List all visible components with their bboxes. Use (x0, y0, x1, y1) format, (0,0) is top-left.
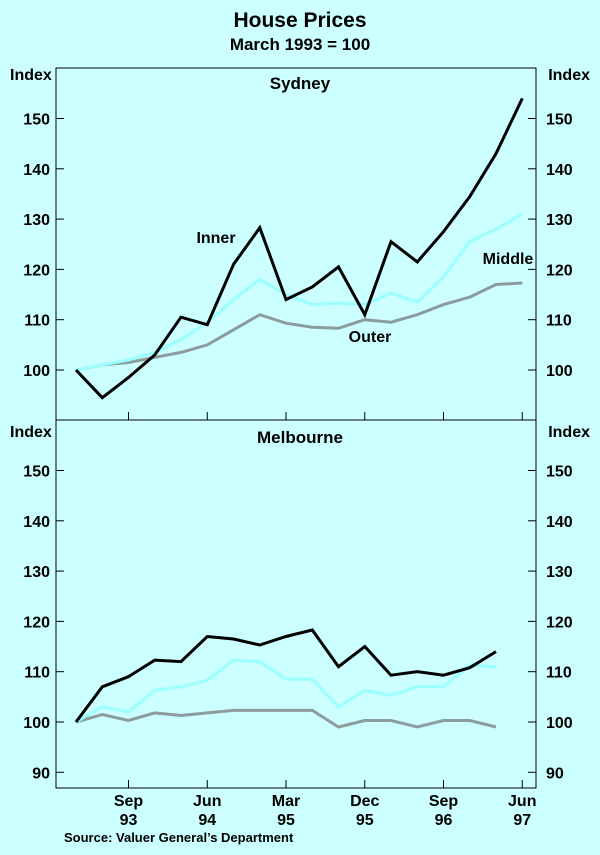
melbourne-ytick-label-left: 150 (23, 464, 50, 481)
melbourne-left-unit-label: Index (10, 424, 52, 441)
chart-marks: 100 100 110 110 120 120 130 130 140 140 150 150 90 90… (23, 97, 573, 829)
melbourne-right-unit-label: Index (548, 424, 590, 441)
xtick-label-month: Sep (429, 793, 459, 810)
melbourne-ytick-label-left: 120 (23, 614, 50, 631)
xtick-label-year: 96 (435, 812, 453, 829)
melbourne-panel-title: Melbourne (257, 428, 343, 447)
sydney-ytick-label-right: 140 (546, 162, 573, 179)
sydney-line-middle (75, 212, 524, 372)
sydney-ytick-label-left: 140 (23, 162, 50, 179)
sydney-ytick-label-left: 130 (23, 212, 50, 229)
xtick-label-year: 94 (198, 812, 216, 829)
series-label-inner: Inner (196, 230, 235, 247)
xtick-label-year: 95 (356, 812, 374, 829)
melbourne-ytick-label-left: 110 (24, 665, 50, 682)
sydney-ytick-label-right: 100 (546, 363, 573, 380)
sydney-ytick-label-left: 120 (23, 262, 50, 279)
melbourne-line-outer (75, 708, 497, 729)
chart-title: House Prices (233, 9, 366, 32)
xtick-label-month: Jun (193, 793, 221, 810)
melbourne-line-inner (74, 628, 497, 723)
melbourne-ytick-label-right: 140 (546, 514, 573, 531)
source-note: Source: Valuer General’s Department (64, 830, 294, 845)
melbourne-ytick-label-left: 130 (23, 564, 50, 581)
sydney-line-inner (74, 97, 524, 400)
xtick-label-year: 95 (277, 812, 295, 829)
melbourne-ytick-label-right: 130 (546, 564, 573, 581)
melbourne-ytick-label-right: 90 (546, 765, 564, 782)
series-label-middle: Middle (483, 251, 534, 268)
sydney-ytick-label-left: 150 (23, 112, 50, 129)
sydney-ytick-label-right: 150 (546, 112, 573, 129)
melbourne-ytick-label-right: 120 (546, 614, 573, 631)
chart-subtitle: March 1993 = 100 (230, 35, 370, 54)
sydney-ytick-label-right: 110 (546, 313, 572, 330)
sydney-ytick-label-right: 130 (546, 212, 573, 229)
series-label-outer: Outer (349, 329, 392, 346)
sydney-left-unit-label: Index (10, 67, 52, 84)
sydney-right-unit-label: Index (548, 67, 590, 84)
melbourne-ytick-label-left: 140 (23, 514, 50, 531)
melbourne-line-middle (75, 658, 497, 724)
plot-frame (55, 67, 537, 789)
xtick-label-year: 97 (513, 812, 531, 829)
melbourne-ytick-label-left: 100 (23, 715, 50, 732)
sydney-ytick-label-left: 100 (23, 363, 50, 380)
melbourne-ytick-label-left: 90 (32, 765, 50, 782)
melbourne-ytick-label-right: 110 (546, 665, 572, 682)
xtick-label-month: Dec (350, 793, 379, 810)
xtick-label-month: Sep (114, 793, 144, 810)
melbourne-ytick-label-right: 150 (546, 464, 573, 481)
xtick-label-year: 93 (120, 812, 138, 829)
sydney-panel-title: Sydney (270, 74, 331, 93)
sydney-ytick-label-left: 110 (24, 313, 50, 330)
xtick-label-month: Mar (272, 793, 300, 810)
melbourne-ytick-label-right: 100 (546, 715, 573, 732)
xtick-label-month: Jun (508, 793, 536, 810)
sydney-ytick-label-right: 120 (546, 262, 573, 279)
